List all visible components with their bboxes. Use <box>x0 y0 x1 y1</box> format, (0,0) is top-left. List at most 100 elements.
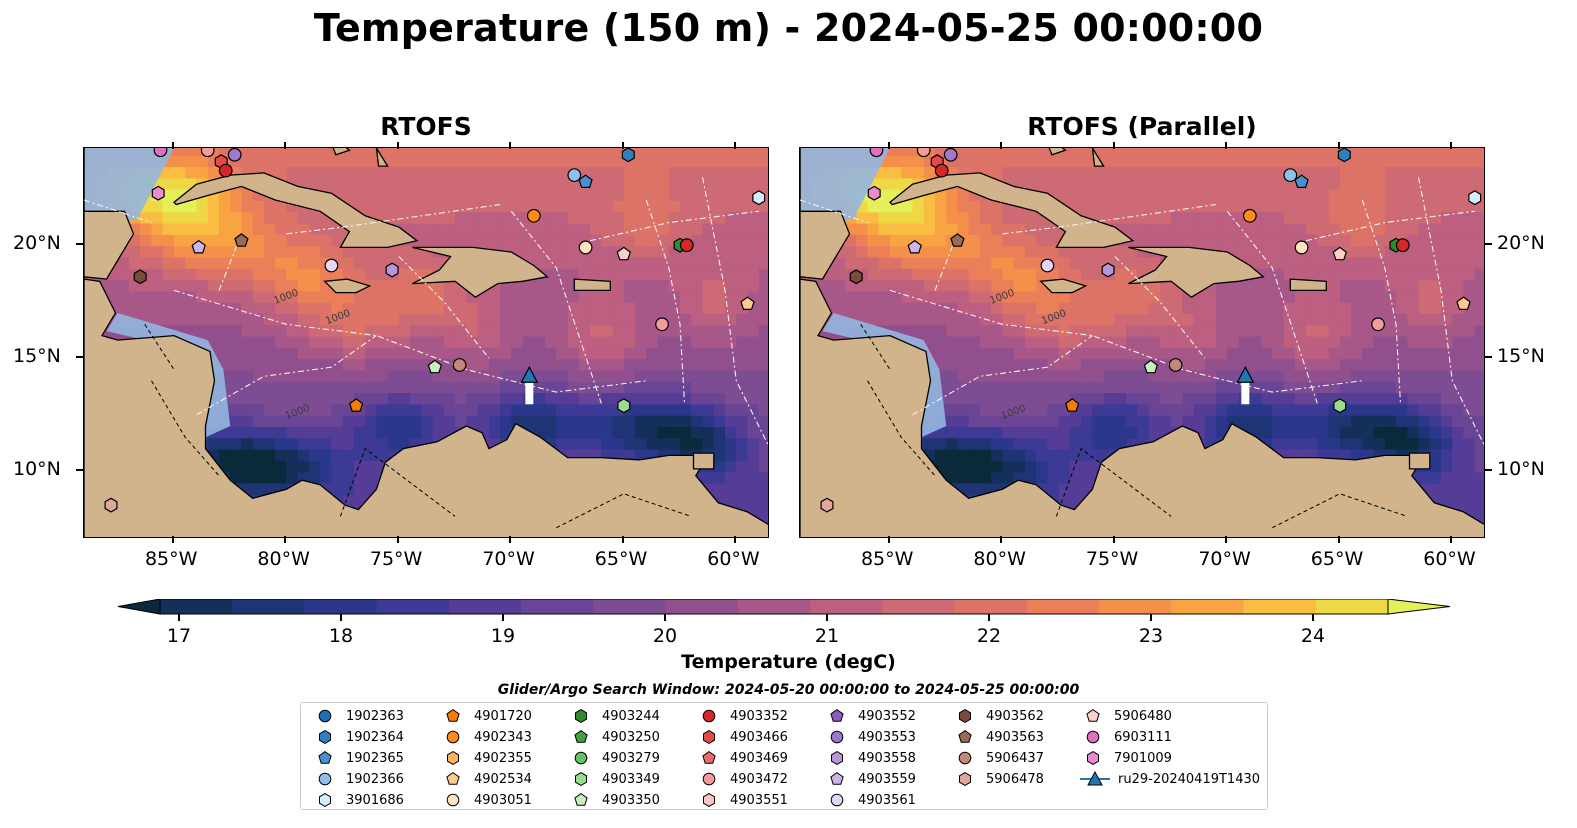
colorbar-band <box>448 599 522 614</box>
float-marker-4903350[interactable] <box>1143 359 1159 374</box>
legend-marker-icon <box>958 751 972 765</box>
legend-marker-icon <box>830 708 844 722</box>
island <box>375 148 389 167</box>
glider-marker[interactable] <box>520 365 539 383</box>
legend-item: 4903563 <box>951 727 1044 747</box>
island <box>573 278 611 292</box>
float-marker-4903563[interactable] <box>950 233 965 247</box>
tick-mark <box>734 536 737 543</box>
float-marker-7901009[interactable] <box>867 185 881 201</box>
island <box>1039 278 1088 294</box>
legend-item: 1902364 <box>311 727 404 747</box>
float-marker-1902366[interactable] <box>1283 168 1298 183</box>
float-marker-1902365[interactable] <box>578 174 593 189</box>
float-marker-1902364[interactable] <box>621 148 635 163</box>
float-marker-4902534[interactable] <box>740 296 755 310</box>
float-marker-4903472[interactable] <box>655 317 669 332</box>
legend-label: 4903466 <box>730 729 788 745</box>
float-marker-4903349[interactable] <box>1333 398 1347 414</box>
float-marker-4903561[interactable] <box>324 258 339 273</box>
legend-marker-icon <box>318 750 332 764</box>
legend-marker-icon <box>446 793 460 807</box>
float-marker-1902365[interactable] <box>1294 174 1309 189</box>
colorbar-label: Temperature (degC) <box>681 651 896 673</box>
legend-item: 5906478 <box>951 769 1044 789</box>
float-marker-4903559[interactable] <box>907 239 922 254</box>
float-marker-4903352[interactable] <box>934 163 949 178</box>
legend-label: 4903279 <box>602 750 660 766</box>
float-marker-3901686[interactable] <box>1468 190 1482 206</box>
float-marker-4902343[interactable] <box>526 208 541 223</box>
float-marker-1902366[interactable] <box>567 168 582 183</box>
float-marker-4903553[interactable] <box>227 148 242 162</box>
colorbar-band <box>593 599 667 614</box>
float-marker-4903352[interactable] <box>1395 238 1410 253</box>
float-marker-4903051[interactable] <box>1294 240 1309 255</box>
tick-mark <box>734 142 737 149</box>
float-marker-4902343[interactable] <box>1242 208 1257 223</box>
float-marker-4903558[interactable] <box>385 262 399 278</box>
float-marker-4903558[interactable] <box>1101 262 1115 278</box>
legend-marker-icon <box>575 709 587 723</box>
float-marker-4903553[interactable] <box>943 148 958 162</box>
lon-tick-label: 85°W <box>144 548 198 570</box>
map-panel-rtofs[interactable]: 1000 1000 1000 <box>83 147 769 538</box>
colorbar-tick-label: 20 <box>652 625 678 647</box>
float-marker-4903472[interactable] <box>1371 317 1385 332</box>
tick-mark <box>621 536 624 543</box>
colorbar-band <box>954 599 1028 614</box>
float-marker-5906480[interactable] <box>1332 246 1348 261</box>
float-marker-4903352[interactable] <box>218 163 233 178</box>
float-marker-5906437[interactable] <box>452 358 467 372</box>
colorbar-tick-label: 17 <box>166 625 192 647</box>
float-marker-5906480[interactable] <box>616 246 632 261</box>
legend-item: 1902365 <box>311 748 404 768</box>
float-marker-4901720[interactable] <box>1064 398 1080 412</box>
tick-mark <box>284 536 287 543</box>
legend-glider-icon <box>1080 770 1110 786</box>
yucatan <box>800 148 851 280</box>
legend-item: 3901686 <box>311 790 404 810</box>
float-marker-4901720[interactable] <box>348 398 364 412</box>
colorbar-band <box>1099 599 1172 614</box>
eez-boundaries <box>84 177 768 446</box>
float-marker-4903472[interactable] <box>200 148 215 158</box>
float-marker-4903562[interactable] <box>133 269 147 285</box>
legend-item: 4903051 <box>439 790 532 810</box>
float-marker-4903472[interactable] <box>916 148 931 158</box>
legend-marker-icon <box>575 772 587 786</box>
colorbar-band <box>1171 599 1245 614</box>
legend-marker-icon <box>447 751 459 765</box>
colorbar-band <box>521 599 594 614</box>
float-marker-5906437[interactable] <box>1168 358 1183 372</box>
panel-title-rtofs: RTOFS <box>380 112 472 141</box>
float-marker-6903111[interactable] <box>869 148 884 158</box>
legend-label: 4903472 <box>730 771 788 787</box>
float-marker-7901009[interactable] <box>151 185 165 201</box>
float-marker-4903352[interactable] <box>679 238 694 253</box>
legend-marker-icon <box>703 793 715 807</box>
float-marker-4903051[interactable] <box>578 240 593 255</box>
map-panel-rtofs-parallel[interactable]: 1000 1000 1000 <box>799 147 1485 538</box>
legend-item: 7901009 <box>1079 748 1172 768</box>
legend-label: 4903051 <box>474 792 532 808</box>
float-marker-4903350[interactable] <box>427 359 443 374</box>
legend-label: 4903349 <box>602 771 660 787</box>
float-marker-5906478[interactable] <box>104 497 118 513</box>
float-marker-6903111[interactable] <box>153 148 168 158</box>
legend-marker-icon <box>702 750 716 764</box>
float-marker-4903561[interactable] <box>1040 258 1055 273</box>
float-marker-4902534[interactable] <box>1456 296 1471 310</box>
float-marker-4903563[interactable] <box>234 233 249 247</box>
glider-marker[interactable] <box>1236 365 1255 383</box>
float-marker-4903562[interactable] <box>849 269 863 285</box>
legend-label: 7901009 <box>1114 750 1172 766</box>
float-marker-1902364[interactable] <box>1337 148 1351 163</box>
legend-item: 4903250 <box>567 727 660 747</box>
float-marker-3901686[interactable] <box>752 190 766 206</box>
float-marker-5906478[interactable] <box>820 497 834 513</box>
float-marker-4903349[interactable] <box>617 398 631 414</box>
float-marker-4903559[interactable] <box>191 239 206 254</box>
